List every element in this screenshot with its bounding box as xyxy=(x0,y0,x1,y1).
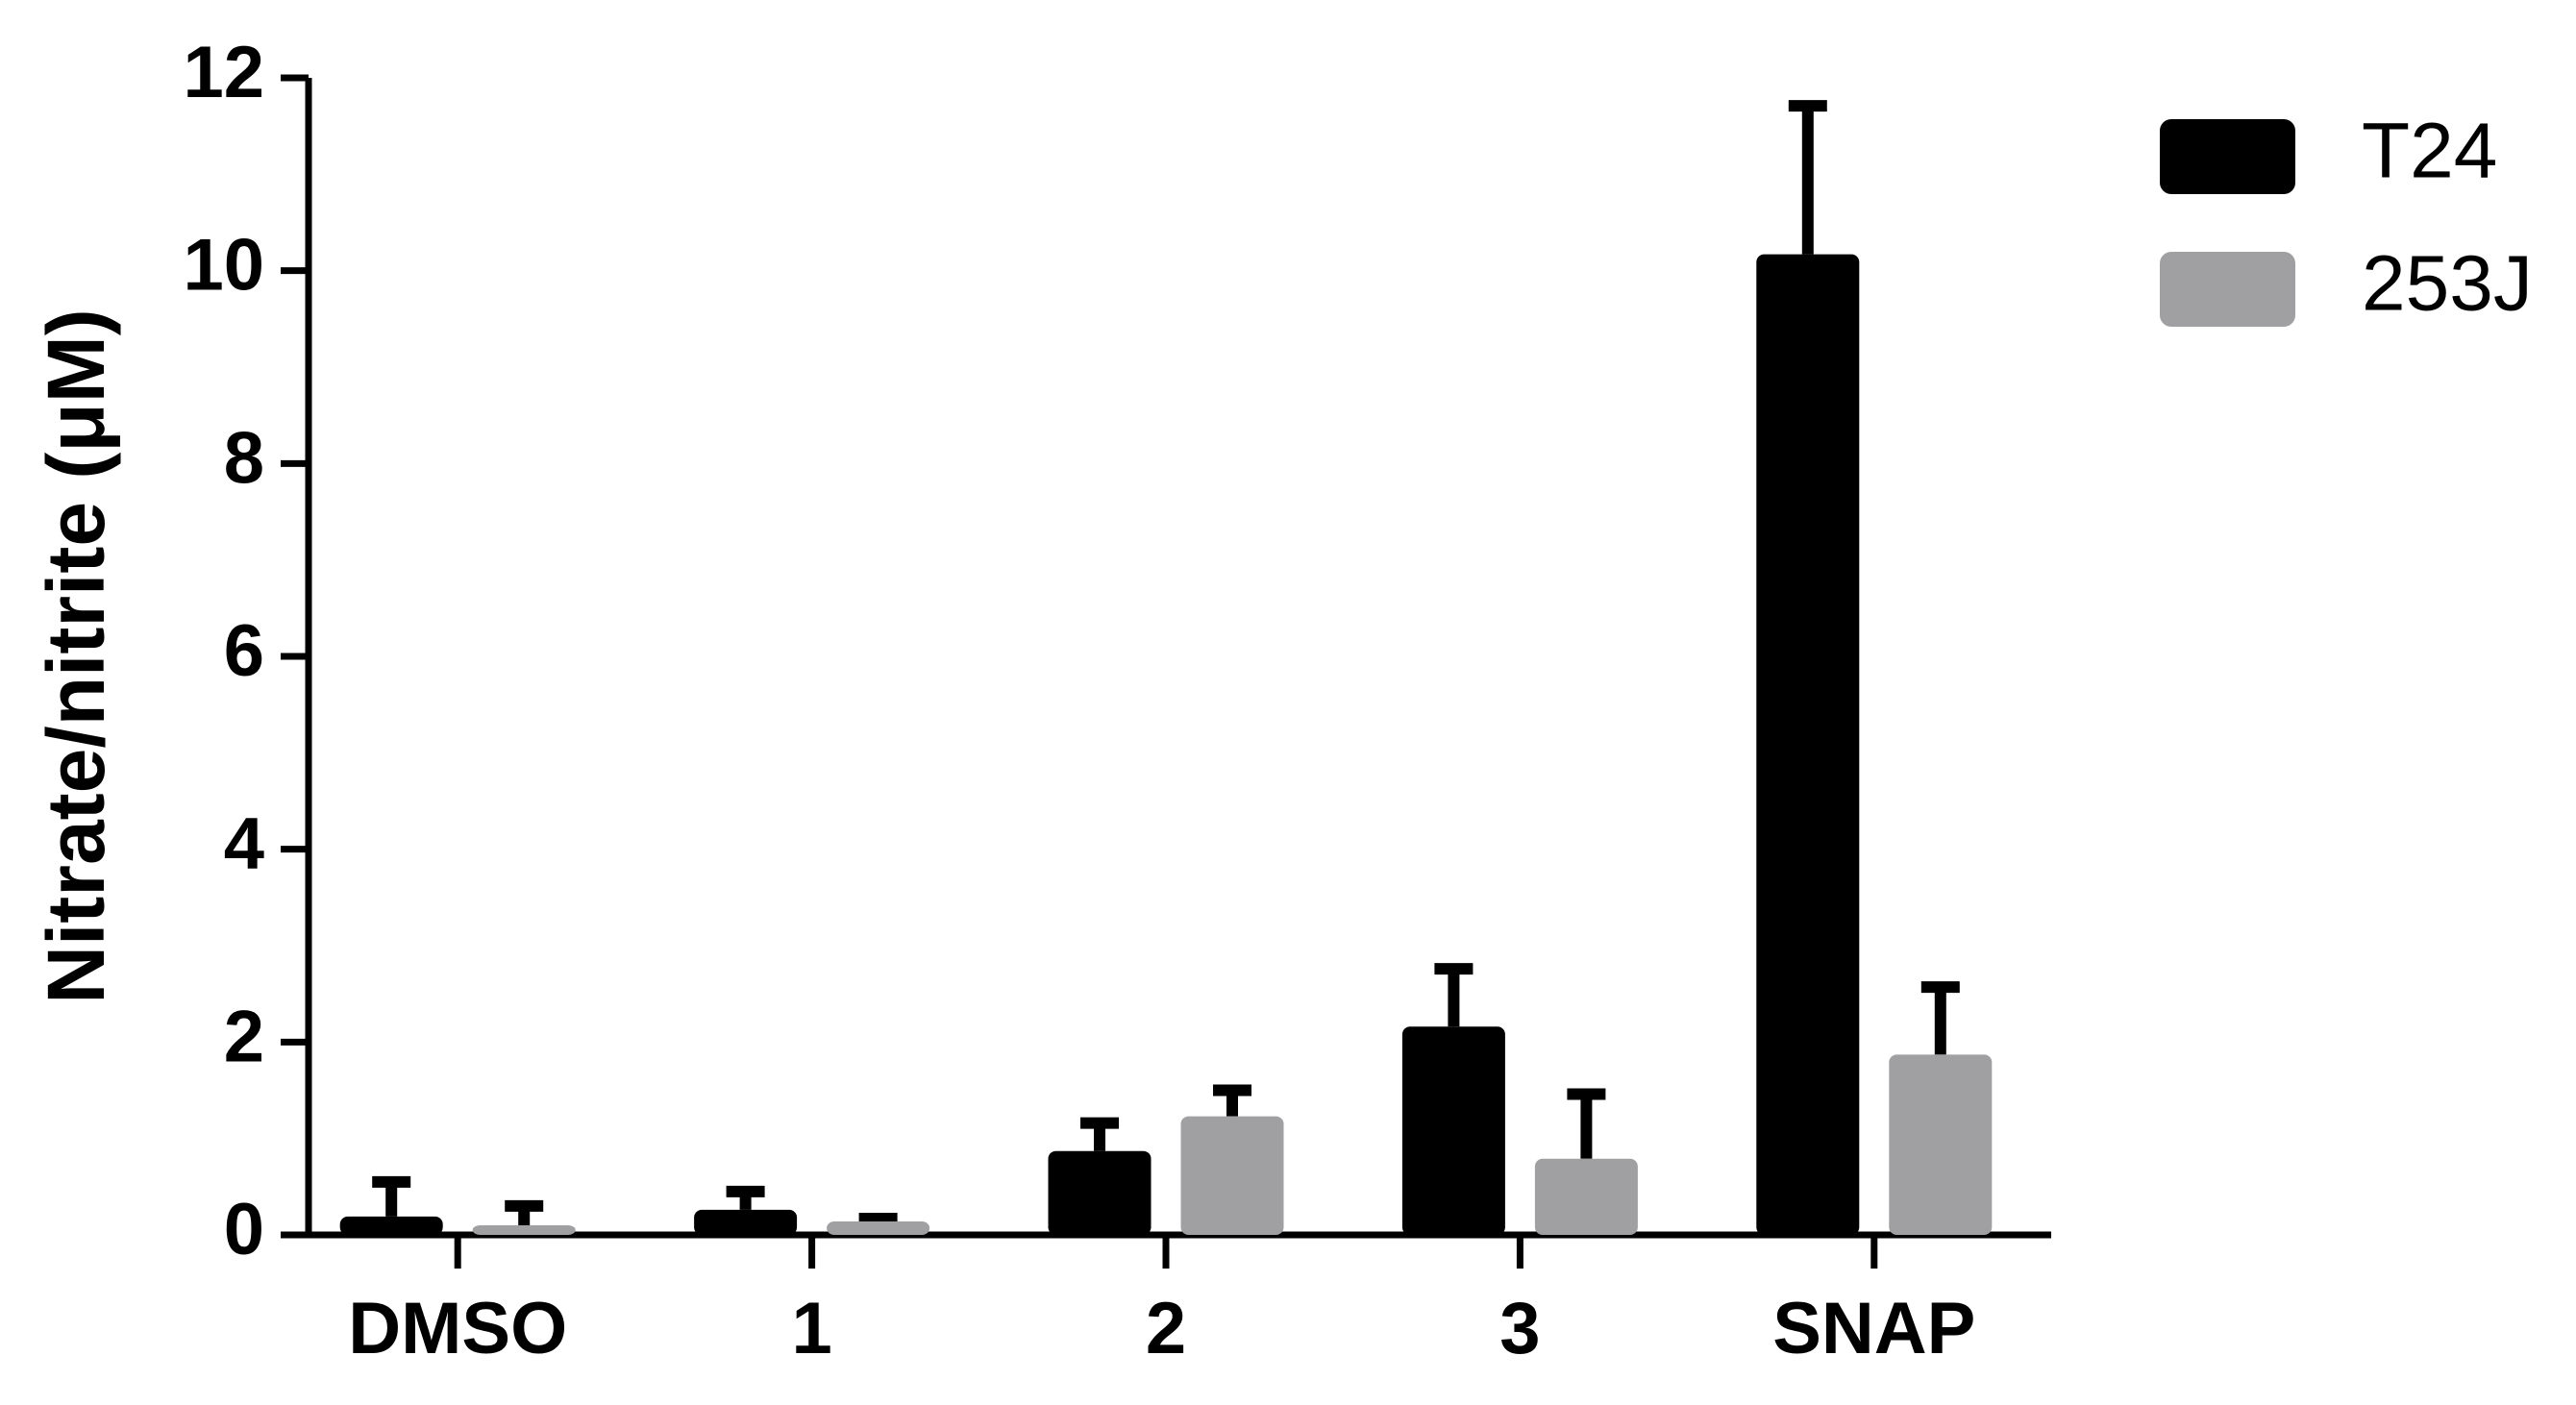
bar xyxy=(1401,1026,1505,1235)
bar xyxy=(472,1224,576,1235)
x-tick-label: DMSO xyxy=(348,1288,567,1369)
x-tick-label: 1 xyxy=(791,1288,831,1369)
x-tick-label: SNAP xyxy=(1772,1288,1975,1369)
legend-swatch xyxy=(2160,119,2295,194)
y-tick-label: 4 xyxy=(224,803,264,885)
bar xyxy=(1756,254,1860,1235)
y-tick-label: 0 xyxy=(224,1189,264,1270)
bar xyxy=(694,1209,798,1235)
legend-label: 253J xyxy=(2362,240,2533,328)
legend-swatch xyxy=(2160,252,2295,327)
y-tick-label: 2 xyxy=(224,996,264,1077)
bar xyxy=(1048,1150,1152,1235)
legend-label: T24 xyxy=(2362,108,2497,195)
bar xyxy=(827,1220,930,1235)
bar xyxy=(339,1216,443,1235)
y-axis-label: Nitrate/nitrite (μM) xyxy=(31,308,121,1003)
y-tick-label: 10 xyxy=(183,225,264,307)
x-tick-label: 3 xyxy=(1499,1288,1540,1369)
bar xyxy=(1534,1158,1638,1235)
x-tick-label: 2 xyxy=(1146,1288,1186,1369)
y-tick-label: 12 xyxy=(183,32,264,113)
bar xyxy=(1180,1116,1284,1235)
y-tick-label: 6 xyxy=(224,610,264,692)
bar xyxy=(1889,1054,1993,1235)
y-tick-label: 8 xyxy=(224,417,264,499)
